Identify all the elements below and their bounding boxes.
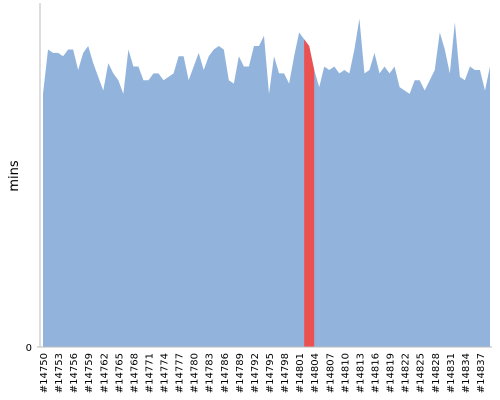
x-tick-label: #14768	[129, 353, 140, 393]
x-tick-label: #14816	[370, 353, 381, 393]
x-tick-label: #14759	[84, 353, 95, 393]
x-tick-label: #14801	[295, 353, 306, 393]
x-tick-label: #14837	[476, 353, 487, 393]
x-tick-label: #14753	[54, 353, 65, 393]
x-tick-label: #14825	[416, 353, 427, 393]
x-tick-label: #14792	[250, 353, 261, 393]
x-tick-label: #14807	[325, 353, 336, 393]
x-tick-label: #14786	[220, 353, 231, 393]
x-tick-label: #14771	[144, 353, 155, 393]
highlight-area	[304, 39, 315, 347]
x-tick-label: #14789	[235, 353, 246, 393]
area	[43, 18, 490, 348]
x-tick-label: #14822	[401, 353, 412, 393]
x-tick-label: #14828	[431, 353, 442, 393]
x-tick-label: #14819	[386, 353, 397, 393]
x-tick-label: #14831	[446, 353, 457, 393]
y-tick-label: 0	[26, 343, 32, 354]
x-tick-label: #14783	[205, 353, 216, 393]
x-tick-label: #14798	[280, 353, 291, 393]
x-tick-label: #14774	[160, 353, 171, 393]
x-tick-label: #14780	[190, 353, 201, 393]
x-tick-label: #14810	[340, 353, 351, 393]
x-tick-label: #14804	[310, 353, 321, 393]
x-tick-label: #14834	[461, 353, 472, 393]
x-tick-label: #14762	[99, 353, 110, 393]
x-tick-label: #14756	[69, 353, 80, 393]
x-tick-label: #14750	[39, 353, 50, 393]
x-tick-label: #14777	[175, 353, 186, 393]
x-tick-label: #14795	[265, 353, 276, 393]
y-axis-label: mins	[7, 160, 22, 192]
x-tick-label: #14765	[114, 353, 125, 393]
x-tick-label: #14813	[355, 353, 366, 393]
